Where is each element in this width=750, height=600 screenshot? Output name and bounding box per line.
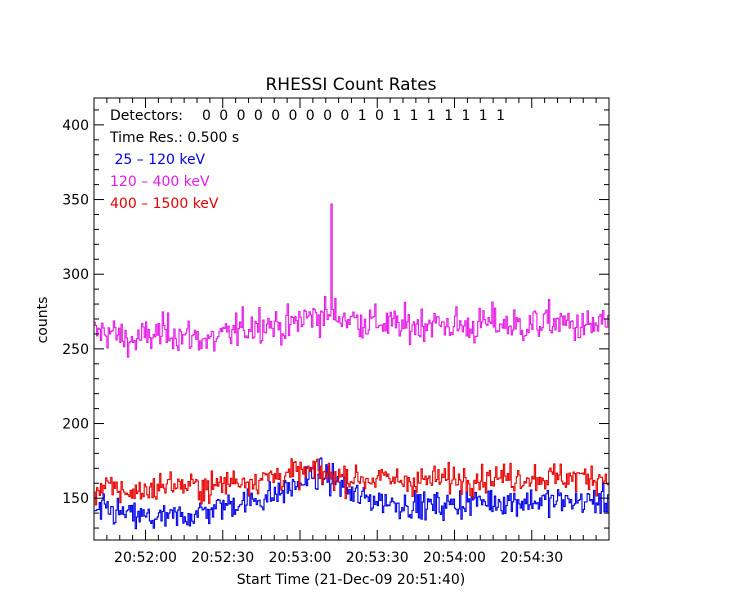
y-tick-label: 400 (62, 118, 89, 134)
detector-flag: 1 (392, 108, 401, 124)
x-tick-label: 20:53:30 (346, 550, 409, 566)
detector-flag: 0 (340, 108, 349, 124)
x-tick-label: 20:52:00 (114, 550, 177, 566)
x-axis-label: Start Time (21-Dec-09 20:51:40) (237, 572, 465, 588)
detector-flag: 1 (444, 108, 453, 124)
series-25-120-kev (94, 457, 609, 530)
detectors-label: Detectors: (110, 108, 183, 124)
detector-flag: 0 (289, 108, 298, 124)
time-resolution-label: Time Res.: 0.500 s (109, 130, 239, 146)
y-tick-label: 150 (62, 491, 89, 507)
x-tick-label: 20:52:30 (191, 550, 254, 566)
detector-flag: 0 (306, 108, 315, 124)
detector-flag: 1 (358, 108, 367, 124)
detector-flag: 1 (427, 108, 436, 124)
detector-flag: 1 (479, 108, 488, 124)
detector-flag: 1 (410, 108, 419, 124)
legend-entry-25-120-kev: 25 – 120 keV (110, 152, 206, 168)
x-tick-label: 20:53:00 (269, 550, 332, 566)
detector-flag: 0 (375, 108, 384, 124)
detector-flag: 0 (237, 108, 246, 124)
series-120-400-kev (94, 203, 609, 358)
y-tick-label: 350 (62, 193, 89, 209)
y-tick-label: 200 (62, 417, 89, 433)
y-tick-label: 300 (62, 267, 89, 283)
detector-flag: 0 (323, 108, 332, 124)
detector-flag: 1 (462, 108, 471, 124)
y-axis-label: counts (35, 297, 51, 344)
chart-title: RHESSI Count Rates (265, 75, 436, 95)
axes-layer: 150 200 250 300 350 400 20:52:00 20:52:30 20:53:… (62, 98, 609, 566)
detector-flag: 0 (202, 108, 211, 124)
x-tick-label: 20:54:00 (423, 550, 486, 566)
detector-flag: 1 (496, 108, 505, 124)
x-tick-label: 20:54:30 (500, 550, 563, 566)
series-layer (94, 203, 609, 530)
series-400-1500-kev (94, 458, 609, 506)
legend-entry-400-1500-kev: 400 – 1500 keV (110, 196, 219, 212)
detector-flag: 0 (254, 108, 263, 124)
legend-entry-120-400-kev: 120 – 400 keV (110, 174, 210, 190)
y-tick-label: 250 (62, 342, 89, 358)
detector-flag: 0 (271, 108, 280, 124)
detector-flag: 0 (219, 108, 228, 124)
